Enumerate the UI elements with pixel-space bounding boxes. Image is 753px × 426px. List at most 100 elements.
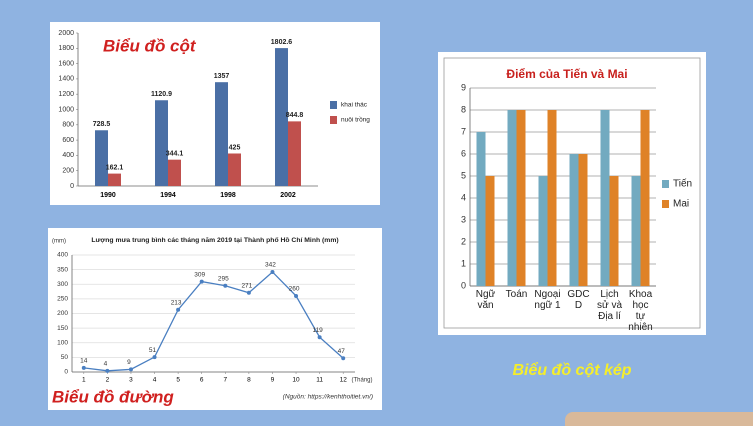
y-tick-label: 0: [461, 280, 466, 290]
bar: [609, 176, 619, 286]
x-tick-label: Lịch sử và Địa lí: [596, 289, 623, 322]
bar: [600, 110, 610, 286]
bar: [95, 130, 108, 186]
annotation: Biểu đồ đường: [52, 387, 174, 406]
legend-swatch: [330, 101, 337, 109]
bar: [485, 176, 495, 286]
data-label: 1120.9: [151, 91, 172, 98]
y-tick-label: 2000: [58, 30, 74, 37]
x-tick-label: 1998: [220, 192, 236, 199]
y-tick-label: 50: [61, 354, 69, 361]
y-tick-label: 400: [57, 252, 68, 259]
bar: [476, 132, 486, 286]
legend-swatch: [662, 200, 669, 208]
point: [81, 365, 86, 370]
data-label: 51: [149, 347, 157, 354]
chart-title: Lượng mưa trung bình các tháng năm 2019 …: [91, 235, 338, 244]
y-tick-label: 1800: [58, 45, 74, 52]
x-tick-label: Khoa học tự nhiên: [628, 289, 653, 333]
x-tick-label: 9: [271, 377, 275, 384]
y-tick-label: 150: [57, 325, 68, 332]
y-tick-label: 1000: [58, 106, 74, 113]
x-tick-label: Toán: [505, 289, 528, 300]
source: (Nguồn: https://kenhthoitiet.vn/): [283, 392, 373, 401]
data-label: 260: [289, 286, 300, 293]
data-label: 844.8: [286, 112, 304, 119]
point: [246, 290, 251, 295]
x-axis-label: (Tháng): [351, 378, 372, 384]
line: [83, 271, 344, 372]
x-tick-label: 4: [153, 377, 157, 384]
y-tick-label: 4: [461, 192, 466, 202]
legend-label: Tiến: [673, 178, 692, 190]
legend-label: khai thác: [341, 102, 368, 109]
annotation: Biểu đồ cột kép: [512, 361, 631, 379]
chart-title: Điểm của Tiến và Mai: [506, 67, 627, 81]
y-tick-label: 0: [64, 369, 68, 376]
point: [223, 283, 228, 288]
bar: [215, 82, 228, 186]
point: [105, 368, 110, 373]
y-tick-label: 3: [461, 214, 466, 224]
x-tick-label: GDCD: [567, 289, 590, 311]
data-label: 213: [171, 299, 182, 306]
data-label: 309: [194, 271, 205, 278]
y-tick-label: 200: [62, 168, 74, 175]
y-tick-label: 200: [57, 310, 68, 317]
x-tick-label: Lịch sử và Địa lí: [596, 289, 623, 322]
y-tick-label: 100: [57, 339, 68, 346]
data-label: 47: [338, 348, 346, 355]
legend-label: Mai: [673, 199, 689, 210]
bar: [640, 110, 650, 286]
point: [270, 269, 275, 274]
x-tick-label: Ngoại ngữ 1: [534, 289, 561, 311]
point: [152, 355, 157, 360]
y-tick-label: 400: [62, 152, 74, 159]
bar: [275, 48, 288, 186]
x-tick-label: 6: [200, 377, 204, 384]
bar: [168, 159, 181, 186]
bar: [507, 110, 517, 286]
point: [317, 335, 322, 340]
x-tick-label: 5: [176, 377, 180, 384]
x-tick-label: Toán: [505, 289, 528, 300]
bar: [538, 176, 548, 286]
x-tick-label: 2: [106, 377, 110, 384]
data-label: 271: [241, 282, 252, 289]
legend-label: nuôi trồng: [341, 115, 370, 124]
point: [341, 356, 346, 361]
y-tick-label: 250: [57, 296, 68, 303]
bar: [578, 154, 588, 286]
data-label: 425: [229, 144, 241, 151]
data-label: 14: [80, 358, 88, 365]
x-tick-label: 10: [292, 377, 300, 384]
bar: [547, 110, 557, 286]
data-label: 119: [312, 327, 323, 334]
x-tick-label: Khoa học tự nhiên: [628, 289, 653, 333]
y-tick-label: 8: [461, 104, 466, 114]
point: [199, 279, 204, 284]
legend-swatch: [662, 180, 669, 188]
data-label: 1802.6: [271, 39, 293, 46]
y-tick-label: 5: [461, 170, 466, 180]
data-label: 1357: [214, 73, 230, 80]
point: [176, 307, 181, 312]
point: [294, 293, 299, 298]
x-tick-label: 12: [340, 377, 348, 384]
x-tick-label: 11: [316, 377, 323, 384]
x-tick-label: 7: [223, 377, 227, 384]
x-tick-label: 2002: [280, 192, 296, 199]
y-tick-label: 600: [62, 137, 74, 144]
data-label: 344.1: [166, 151, 184, 158]
x-tick-label: Ngoại ngữ 1: [534, 289, 561, 311]
x-tick-label: GDCD: [567, 289, 590, 311]
y-tick-label: 2: [461, 236, 466, 246]
legend-swatch: [330, 116, 337, 124]
y-tick-label: 800: [62, 122, 74, 129]
data-label: 342: [265, 262, 276, 269]
y-tick-label: 1: [461, 258, 466, 268]
y-axis-label: (mm): [52, 239, 66, 245]
frame: [443, 57, 701, 329]
point: [128, 367, 133, 372]
